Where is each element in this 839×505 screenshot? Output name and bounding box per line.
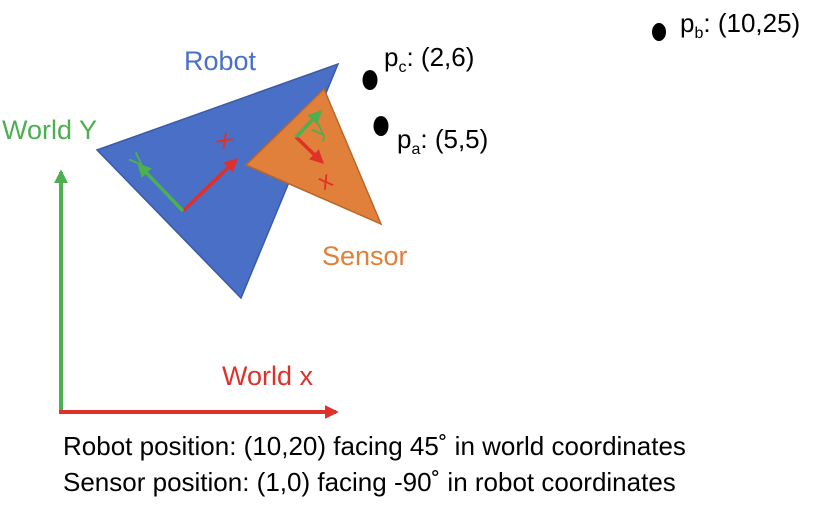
point-pc-coords: : (2,6) xyxy=(406,42,474,72)
robot-x-axis xyxy=(181,158,239,213)
point-pa-sub: a xyxy=(411,141,420,158)
point-pa-marker xyxy=(373,116,389,136)
robot-label: Robot xyxy=(184,46,257,76)
point-pa-coords: : (5,5) xyxy=(420,124,488,154)
point-pc-marker xyxy=(362,70,378,90)
point-pb-base: p xyxy=(680,8,694,38)
frames-diagram: x y x y Robot Sensor World Y World x pc:… xyxy=(2,8,800,419)
point-pb-label: pb: (10,25) xyxy=(680,8,800,42)
point-pa-base: p xyxy=(397,124,411,154)
point-pa-label: pa: (5,5) xyxy=(397,124,488,158)
point-pc-base: p xyxy=(384,42,398,72)
point-pb-coords: : (10,25) xyxy=(703,8,800,38)
point-pb-marker xyxy=(652,23,666,41)
world-x-label: World x xyxy=(222,361,314,391)
sensor-x-axis xyxy=(294,135,325,164)
point-pb-sub: b xyxy=(694,25,703,42)
caption-sensor-position: Sensor position: (1,0) facing -90˚ in ro… xyxy=(63,467,676,497)
world-y-label: World Y xyxy=(2,115,97,145)
point-pc-sub: c xyxy=(398,59,406,76)
caption-robot-position: Robot position: (10,20) facing 45˚ in wo… xyxy=(63,431,686,461)
point-pc-label: pc: (2,6) xyxy=(384,42,474,76)
robot-y-axis xyxy=(137,162,185,213)
sensor-y-axis xyxy=(294,109,322,139)
sensor-label: Sensor xyxy=(322,241,408,271)
